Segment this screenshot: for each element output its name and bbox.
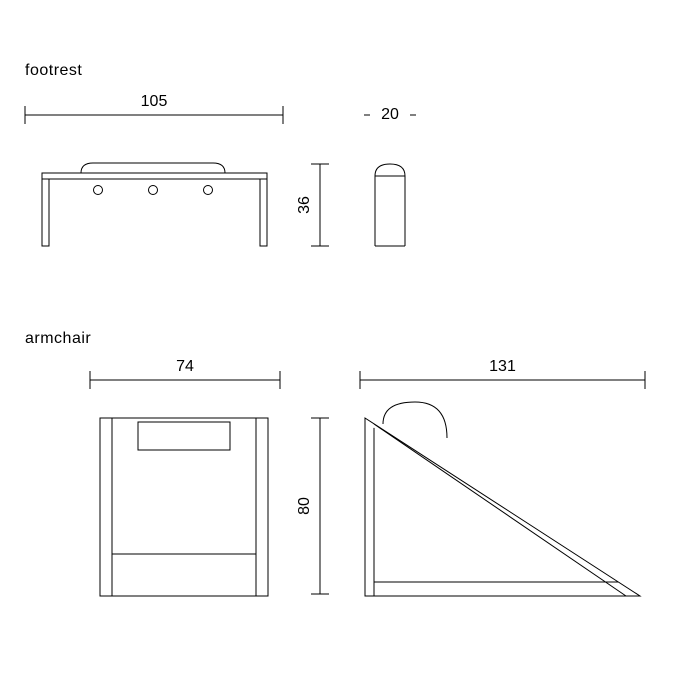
svg-text:20: 20 xyxy=(381,106,399,123)
svg-text:105: 105 xyxy=(141,93,168,110)
svg-text:80: 80 xyxy=(296,497,313,515)
svg-text:131: 131 xyxy=(489,358,516,375)
armchair-title: armchair xyxy=(25,330,91,348)
technical-drawing: 105 20 36 74 131 80 xyxy=(0,0,700,700)
footrest-title: footrest xyxy=(25,62,82,80)
svg-text:36: 36 xyxy=(296,196,313,214)
svg-text:74: 74 xyxy=(176,358,194,375)
